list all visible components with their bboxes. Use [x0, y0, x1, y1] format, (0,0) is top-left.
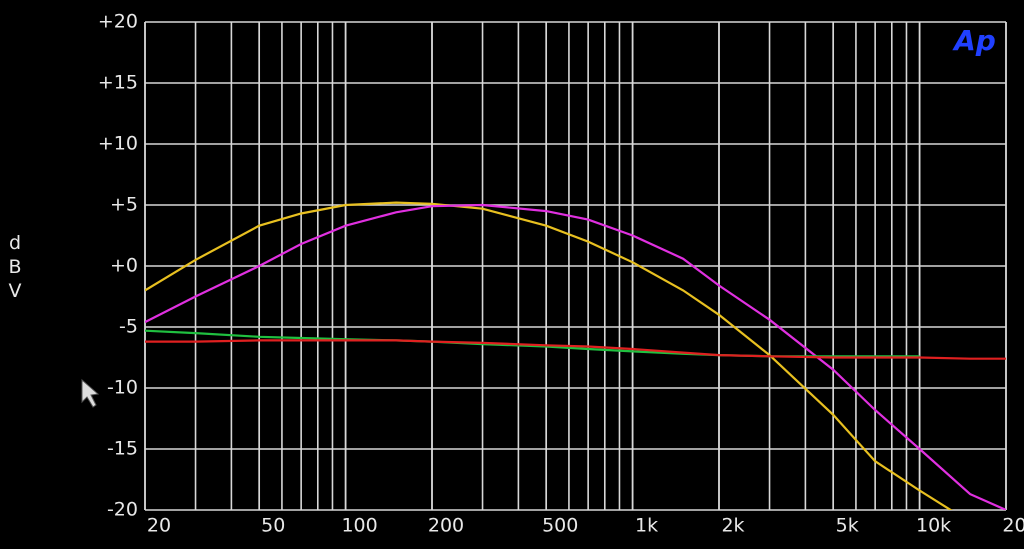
- x-tick-label: 20: [147, 515, 171, 537]
- y-tick-label: -20: [107, 499, 138, 521]
- y-tick-label: +10: [98, 133, 138, 155]
- x-tick-label: 1k: [635, 515, 658, 537]
- y-tick-label: +20: [98, 11, 138, 33]
- x-tick-label: 100: [341, 515, 377, 537]
- y-tick-label: +0: [110, 255, 138, 277]
- y-tick-label: -10: [107, 377, 138, 399]
- x-tick-label: 10k: [916, 515, 951, 537]
- x-tick-label: 200: [428, 515, 464, 537]
- x-tick-label: 5k: [836, 515, 859, 537]
- y-tick-label: +5: [110, 194, 138, 216]
- logo: Ap: [952, 24, 996, 57]
- x-tick-label: 2k: [721, 515, 744, 537]
- y-tick-label: +15: [98, 72, 138, 94]
- x-tick-label: 50: [261, 515, 285, 537]
- y-tick-label: -15: [107, 438, 138, 460]
- cursor: [81, 378, 100, 408]
- y-tick-label: -5: [119, 316, 138, 338]
- x-tick-label: 500: [542, 515, 578, 537]
- series-line: [145, 201, 953, 510]
- x-tick-label: 20k: [1002, 515, 1024, 537]
- series-line: [145, 203, 1006, 510]
- y-axis-label: dBV: [4, 232, 26, 304]
- series-line: [145, 329, 920, 358]
- series-line: [145, 339, 1006, 360]
